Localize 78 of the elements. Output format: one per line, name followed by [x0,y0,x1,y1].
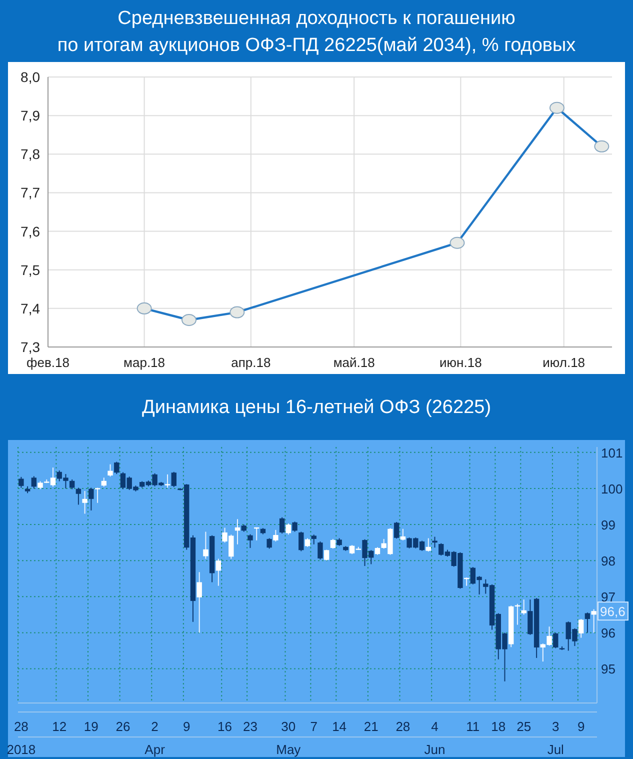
candlestick [426,538,431,552]
y-tick-label: 96 [601,626,616,641]
candlestick [330,538,336,550]
candlestick [578,618,584,638]
candlestick [584,612,590,634]
y-tick-label: 100 [601,481,623,496]
x-tick-label: мар.18 [124,355,166,370]
candlestick [273,529,278,542]
x-tick-label: 23 [243,719,258,734]
y-tick-label: 8,0 [20,69,40,85]
x-tick-label: 9 [577,719,585,734]
candlestick [108,464,113,478]
x-tick-label: 30 May [276,719,302,757]
candlestick [18,476,24,488]
y-tick-label: 99 [601,518,616,533]
candlestick [394,521,400,540]
x-tick-label: 4 Jun [424,719,446,757]
candlestick [248,534,253,548]
candlestick [318,540,323,560]
x-tick-label: июл.18 [542,355,586,370]
candlestick [164,474,170,488]
y-tick-label: 7,8 [20,146,40,162]
candlestick [553,632,558,649]
y-tick-label: 7,3 [20,339,40,355]
y-tick-label: 97 [601,590,616,605]
candlestick [31,476,37,489]
x-tick-label: май.18 [333,355,375,370]
x-tick-label: 3 Jul [547,719,564,757]
candlestick [171,471,176,488]
chart-title: Динамика цены 16-летней ОФЗ (26225) [142,397,492,418]
y-tick-label: 95 [601,662,616,677]
x-tick-label: 19 [84,719,98,734]
x-tick-label: 21 [364,719,378,734]
candlestick [591,608,596,634]
candlestick [286,522,292,536]
chart-title: Средневзвешенная доходность к погашению по итогам аукционов ОФЗ-ПД 26225(май 2034), % годовых [57,8,576,56]
candlestick [432,536,438,548]
x-tick-label: 28 2018 [6,719,36,757]
y-tick-label: 101 [601,445,623,460]
candlestick [203,531,208,560]
y-tick-label: 98 [601,554,616,569]
x-tick-label: 12 [52,719,67,734]
candlestick [521,599,526,616]
x-tick-label: 25 [516,719,532,734]
candlestick [216,558,222,586]
candlestick [234,518,240,545]
y-tick-label: 7,9 [20,108,40,124]
x-tick-label: 14 [332,719,347,734]
candlestick [94,487,100,504]
annotation: 96,6 [600,604,626,620]
candlestick [311,534,316,545]
x-tick-label: 11 [466,719,480,734]
candlestick [266,538,272,550]
x-tick-label: июн.18 [440,355,482,370]
x-tick-label: 16 [218,719,232,734]
x-tick-label: 26 [116,719,130,734]
candlestick [76,487,82,506]
candlestick [400,528,406,541]
y-tick-label: 7,5 [20,262,40,278]
y-tick-label: 7,7 [20,184,40,201]
x-tick-label: фев.18 [26,355,70,370]
y-tick-label: 7,6 [20,223,40,240]
candlestick [279,516,285,534]
y-tick-label: 7,4 [20,300,40,316]
candlestick [69,478,75,490]
x-tick-label: 18 [491,719,506,734]
x-tick-label: 7 [310,719,318,734]
candlestick [114,461,120,475]
x-tick-label: 2 Apr [144,719,166,757]
candlestick [298,531,304,552]
x-tick-label: 28 [396,719,410,734]
candlestick [101,477,106,488]
x-tick-label: 9 [182,719,190,734]
candlestick [82,490,88,514]
candlestick [88,487,94,511]
candlestick [196,572,202,634]
candlestick [292,521,298,532]
x-tick-label: апр.18 [231,355,271,370]
